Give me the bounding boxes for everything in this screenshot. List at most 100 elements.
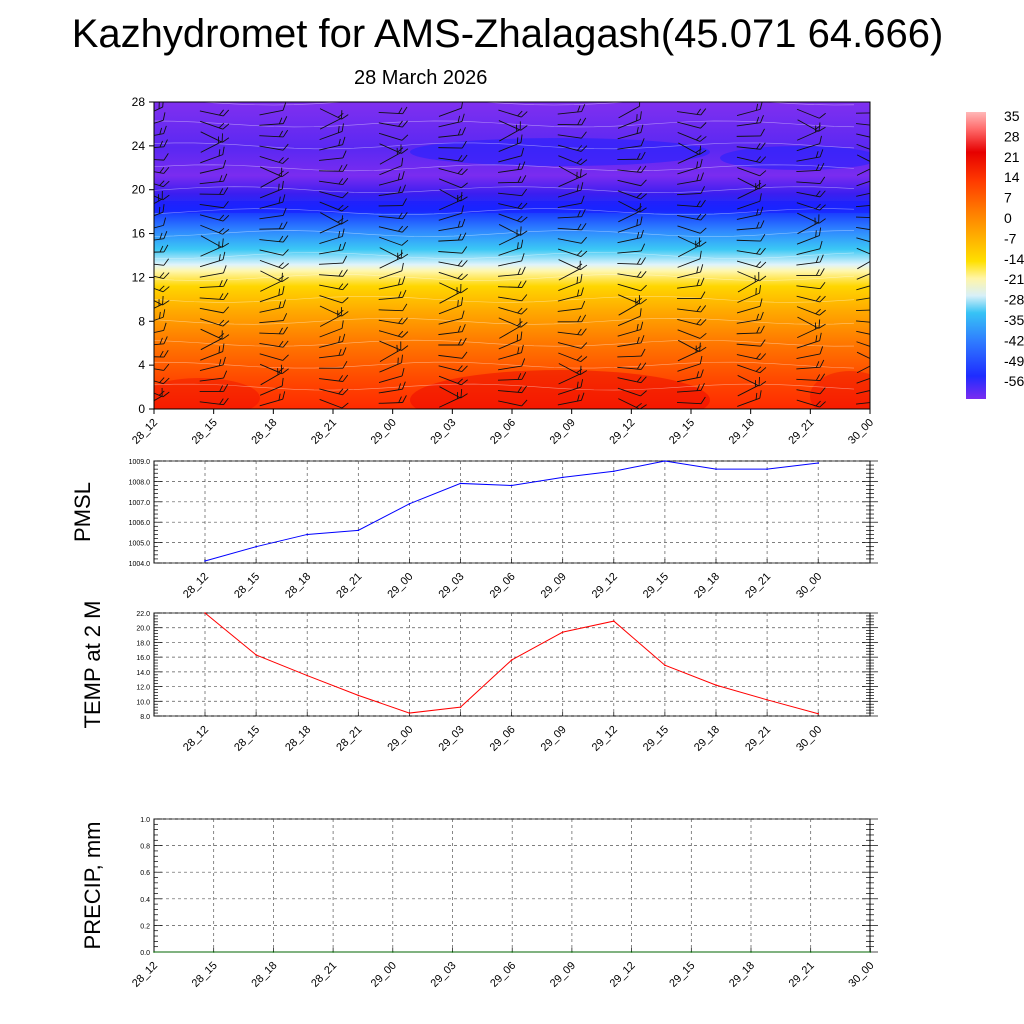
wind-barb [796, 190, 826, 198]
wind-barb-shaft [498, 224, 521, 236]
wind-barb [438, 178, 468, 189]
wind-barb [618, 398, 647, 409]
wind-barb [378, 395, 407, 404]
y-tick-label: 16.0 [136, 655, 150, 662]
wind-barb-shaft [677, 258, 701, 268]
wind-barb-shaft [737, 167, 760, 177]
wind-barb-shaft [378, 330, 403, 338]
wind-barb [737, 364, 767, 374]
wind-barb-shaft [200, 141, 223, 153]
wind-barb-flag [457, 325, 461, 333]
data-point [459, 482, 462, 485]
contour-line [154, 230, 855, 237]
wind-barb-flag [461, 324, 466, 332]
wind-barb [796, 202, 826, 211]
data-point [357, 694, 360, 697]
wind-barb-flag [756, 313, 759, 321]
data-point [664, 460, 666, 462]
wind-barb [154, 153, 169, 161]
colorbar-label: 28 [1004, 128, 1020, 144]
wind-barb-flag [222, 320, 230, 327]
wind-barb-flag [640, 179, 647, 187]
wind-barb-flag [581, 117, 587, 126]
wind-barb-flag [278, 183, 280, 191]
wind-barb [154, 322, 167, 336]
wind-barb-shaft [617, 283, 641, 292]
wind-barb-flag [879, 356, 886, 364]
wind-barb-flag [576, 355, 583, 361]
chart-subtitle: 28 March 2026 [354, 67, 488, 89]
wind-barb [259, 235, 289, 243]
heatmap-y-axis: 0 4 8 12 16 20 24 28 [132, 95, 154, 416]
wind-barb-shaft [856, 351, 870, 364]
wind-barb-flag [278, 393, 281, 401]
data-point [204, 612, 206, 614]
wind-barb [617, 321, 644, 337]
data-point [613, 470, 615, 473]
wind-barb-flag [456, 392, 459, 399]
wind-barb [438, 297, 464, 315]
wind-barb-flag [460, 297, 464, 306]
wind-barb-flag [401, 225, 409, 233]
wind-barb-flag [461, 310, 465, 319]
y-axis-title: PRECIP, mm [80, 822, 105, 950]
wind-barb-shaft [259, 135, 284, 138]
wind-barb [498, 134, 523, 152]
wind-barb-flag [516, 229, 518, 237]
wind-barb [379, 262, 404, 280]
wind-barb-flag [402, 317, 408, 325]
wind-barb-flag [401, 157, 404, 166]
wind-barb-shaft [438, 317, 463, 325]
wind-barb-flag [695, 240, 697, 248]
wind-barb-shaft [259, 145, 284, 151]
wind-barb-flag [636, 376, 642, 383]
wind-barb [737, 376, 760, 397]
wind-barb [378, 381, 406, 394]
wind-barb-flag [159, 245, 164, 253]
wind-barb-shaft [617, 250, 642, 254]
wind-barb-flag [759, 261, 767, 268]
wind-barb [497, 371, 527, 381]
wind-barb [439, 389, 463, 408]
y-tick-label: 1008.0 [129, 479, 151, 486]
wind-barb-flag [700, 264, 704, 273]
wind-barb [259, 207, 287, 220]
wind-barb-shaft [154, 376, 164, 385]
wind-barb-flag [580, 159, 588, 165]
wind-barb [154, 189, 170, 201]
wind-barb [154, 244, 169, 253]
wind-barb-shaft [796, 202, 820, 211]
wind-barb-flag [342, 374, 349, 382]
wind-barb [797, 214, 820, 235]
wind-barb-flag [517, 386, 522, 393]
data-point [306, 674, 309, 677]
wind-barb-shaft [259, 249, 284, 256]
wind-barb [796, 332, 822, 349]
wind-barb-flag [639, 404, 647, 409]
wind-barb-flag [402, 106, 408, 114]
heatmap-warm-patch [810, 371, 870, 409]
y-axis-title: TEMP at 2 M [80, 601, 105, 729]
heatmap-x-tick-label: 29_00 [369, 417, 399, 447]
wind-barb-flag [640, 229, 644, 238]
wind-barb-shaft [154, 293, 163, 306]
wind-barb-flag [700, 172, 704, 181]
wind-barb-flag [819, 309, 826, 316]
wind-barb-shaft [856, 237, 870, 245]
colorbar-label: 21 [1004, 149, 1020, 165]
colorbar-label: -35 [1004, 312, 1024, 328]
wind-barb [677, 305, 707, 313]
wind-barb-shaft [199, 297, 224, 301]
wind-barb-flag [222, 214, 230, 222]
wind-barb-flag [221, 137, 230, 143]
wind-barb [319, 108, 349, 120]
wind-barb-shaft [259, 320, 284, 324]
wind-barb [498, 331, 523, 350]
contour-line [154, 186, 855, 194]
data-point [809, 951, 812, 953]
wind-barb-flag [218, 136, 220, 144]
wind-barb-flag [759, 298, 763, 307]
wind-barb-flag [281, 276, 289, 283]
wind-barb [438, 246, 468, 254]
wind-barb [154, 125, 167, 139]
